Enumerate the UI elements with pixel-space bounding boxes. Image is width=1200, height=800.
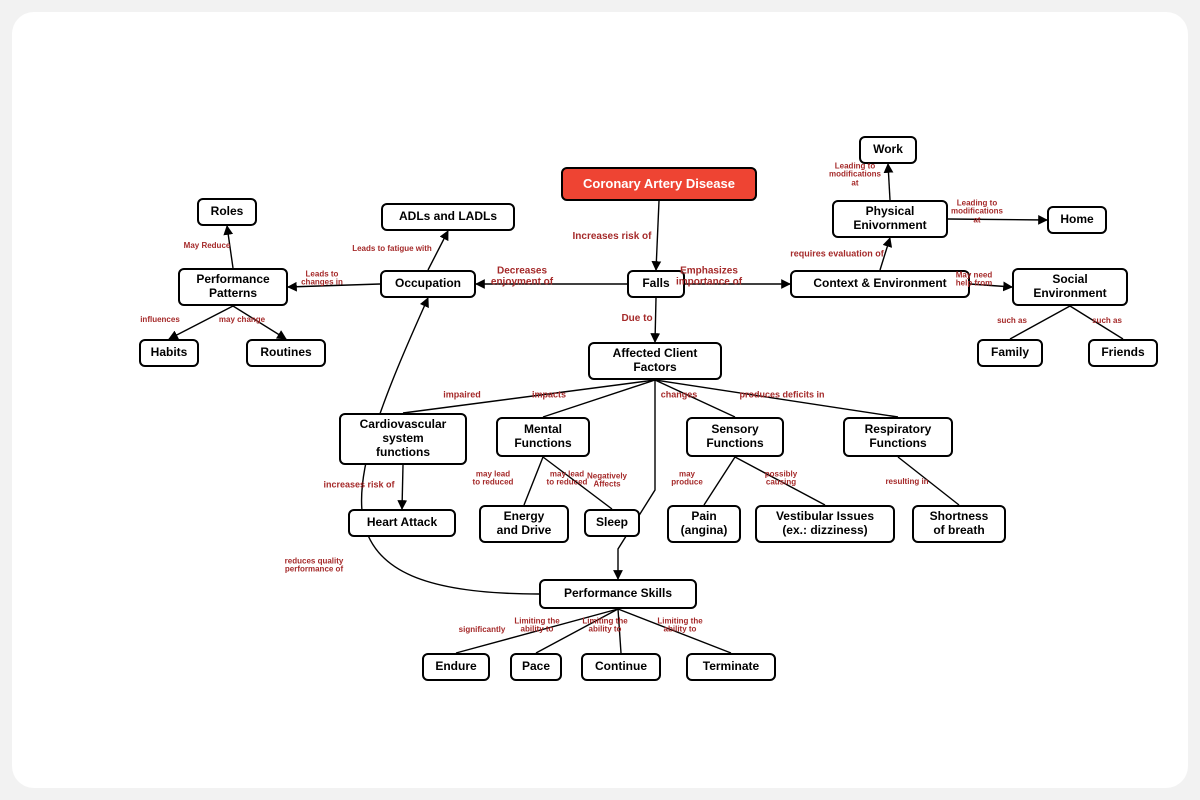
edge-sensory-pain xyxy=(704,457,735,505)
edge-label-falls-ctxenv: Emphasizes importance of xyxy=(676,267,742,288)
node-work: Work xyxy=(859,136,917,164)
node-pain: Pain (angina) xyxy=(667,505,741,543)
edge-label-physenv-work: Leading to modifications at xyxy=(829,162,881,187)
node-family: Family xyxy=(977,339,1043,367)
edge-label-acf-resp: produces deficits in xyxy=(739,390,824,399)
edge-label-perfskills-endure: significantly xyxy=(459,626,506,634)
edge-label-occupation-perfpat: Leads to changes in xyxy=(301,271,343,288)
edge-label-acf-sensory: changes xyxy=(661,390,698,399)
node-habits: Habits xyxy=(139,339,199,367)
node-roles: Roles xyxy=(197,198,257,226)
edge-label-mental-energy: may lead to reduced xyxy=(473,471,514,488)
edge-label-acf-cardio: impaired xyxy=(443,390,481,399)
node-cad: Coronary Artery Disease xyxy=(561,167,757,201)
node-sleep: Sleep xyxy=(584,509,640,537)
edge-label-perfskills-pace: Limiting the ability to xyxy=(514,618,559,635)
node-cardio: Cardiovascular system functions xyxy=(339,413,467,465)
node-perfskills: Performance Skills xyxy=(539,579,697,609)
edge-label-socenv-family: such as xyxy=(997,317,1027,325)
node-physenv: Physical Enivornment xyxy=(832,200,948,238)
node-friends: Friends xyxy=(1088,339,1158,367)
edge-label-acf-perfskills: Negatively Affects xyxy=(587,473,627,490)
node-endure: Endure xyxy=(422,653,490,681)
node-sensory: Sensory Functions xyxy=(686,417,784,457)
edge-label-cad-falls: Increases risk of xyxy=(573,232,652,243)
edge-label-mental-sleep: may lead to reduced xyxy=(547,471,588,488)
node-vestib: Vestibular Issues (ex.: dizziness) xyxy=(755,505,895,543)
node-ctxenv: Context & Environment xyxy=(790,270,970,298)
edge-label-sensory-vestib: possibly causing xyxy=(765,471,797,488)
node-perfpat: Performance Patterns xyxy=(178,268,288,306)
edge-acf-cardio xyxy=(403,380,655,413)
node-mental: Mental Functions xyxy=(496,417,590,457)
diagram-canvas: Coronary Artery DiseaseFallsOccupationAD… xyxy=(12,12,1188,788)
node-energy: Energy and Drive xyxy=(479,505,569,543)
node-heart: Heart Attack xyxy=(348,509,456,537)
node-continue: Continue xyxy=(581,653,661,681)
edge-label-socenv-friends: such as xyxy=(1092,317,1122,325)
node-acf: Affected Client Factors xyxy=(588,342,722,380)
node-sob: Shortness of breath xyxy=(912,505,1006,543)
edge-label-perfpat-routines: may change xyxy=(219,316,265,324)
edge-label-occupation-adls: Leads to fatigue with xyxy=(352,245,432,253)
edge-label-ctxenv-socenv: May need help from xyxy=(956,272,992,289)
edge-label-cardio-heart: increases risk of xyxy=(323,480,394,489)
edge-falls-acf xyxy=(655,298,656,342)
edge-label-acf-mental: impacts xyxy=(532,390,566,399)
edge-label-ctxenv-physenv: requires evaluation of xyxy=(790,249,884,258)
edge-physenv-work xyxy=(888,164,890,200)
edge-label-sensory-pain: may produce xyxy=(671,471,703,488)
node-socenv: Social Environment xyxy=(1012,268,1128,306)
edge-label-falls-acf: Due to xyxy=(621,314,652,325)
edge-label-resp-sob: resulting in xyxy=(885,478,928,486)
edge-label-perfpat-habits: influences xyxy=(140,316,180,324)
node-resp: Respiratory Functions xyxy=(843,417,953,457)
edge-label-perfskills-occupation: reduces quality performance of xyxy=(285,558,344,575)
node-home: Home xyxy=(1047,206,1107,234)
edge-label-perfskills-continue: Limiting the ability to xyxy=(582,618,627,635)
edge-label-perfskills-terminate: Limiting the ability to xyxy=(657,618,702,635)
node-pace: Pace xyxy=(510,653,562,681)
node-terminate: Terminate xyxy=(686,653,776,681)
node-adls: ADLs and LADLs xyxy=(381,203,515,231)
edge-cardio-heart xyxy=(402,465,403,509)
edge-label-perfpat-roles: May Reduce xyxy=(184,242,231,250)
node-occupation: Occupation xyxy=(380,270,476,298)
edge-label-falls-occupation: Decreases enjoyment of xyxy=(491,267,553,288)
node-routines: Routines xyxy=(246,339,326,367)
edge-label-physenv-home: Leading to modifications at xyxy=(951,199,1003,224)
edge-mental-energy xyxy=(524,457,543,505)
edge-cad-falls xyxy=(656,201,659,270)
